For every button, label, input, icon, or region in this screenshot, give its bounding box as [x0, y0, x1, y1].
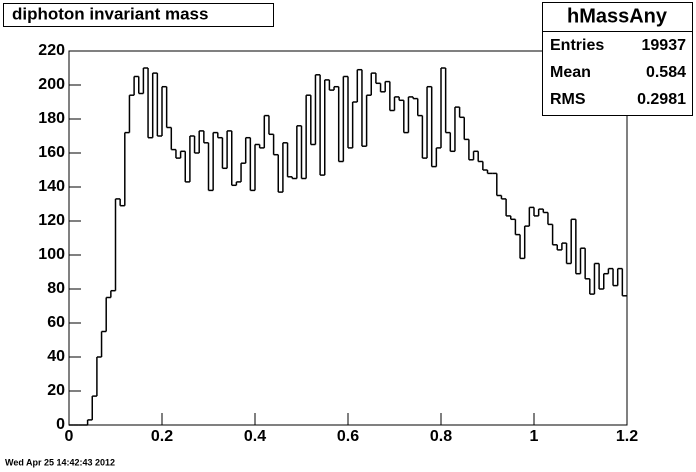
- title-box: [3, 3, 274, 27]
- x-tick-label: 0.2: [151, 428, 173, 445]
- y-tick-label: 200: [38, 76, 65, 93]
- stats-value: 0.584: [646, 64, 686, 81]
- stats-label: Mean: [550, 64, 591, 81]
- y-tick-label: 80: [47, 280, 65, 297]
- x-tick-label: 0.4: [244, 428, 266, 445]
- stats-title: hMassAny: [567, 5, 668, 27]
- x-tick-label: 1: [530, 428, 539, 445]
- y-tick-label: 120: [38, 212, 65, 229]
- y-tick-label: 140: [38, 178, 65, 195]
- stats-value: 0.2981: [637, 91, 686, 108]
- y-tick-label: 20: [47, 382, 65, 399]
- stats-label: Entries: [550, 37, 604, 54]
- footer-date: Wed Apr 25 14:42:43 2012: [5, 457, 115, 467]
- x-tick-label: 0.8: [430, 428, 452, 445]
- x-tick-label: 0.6: [337, 428, 359, 445]
- y-tick-label: 160: [38, 144, 65, 161]
- y-tick-label: 60: [47, 314, 65, 331]
- y-tick-label: 40: [47, 348, 65, 365]
- y-tick-label: 100: [38, 246, 65, 263]
- stats-label: RMS: [550, 91, 586, 108]
- y-tick-label: 220: [38, 42, 65, 59]
- stats-box: [542, 2, 693, 116]
- chart-title: diphoton invariant mass: [12, 4, 208, 23]
- stats-value: 19937: [642, 37, 687, 54]
- x-tick-label: 0: [65, 428, 74, 445]
- y-tick-label: 180: [38, 110, 65, 127]
- x-tick-label: 1.2: [616, 428, 638, 445]
- y-tick-label: 0: [56, 416, 65, 433]
